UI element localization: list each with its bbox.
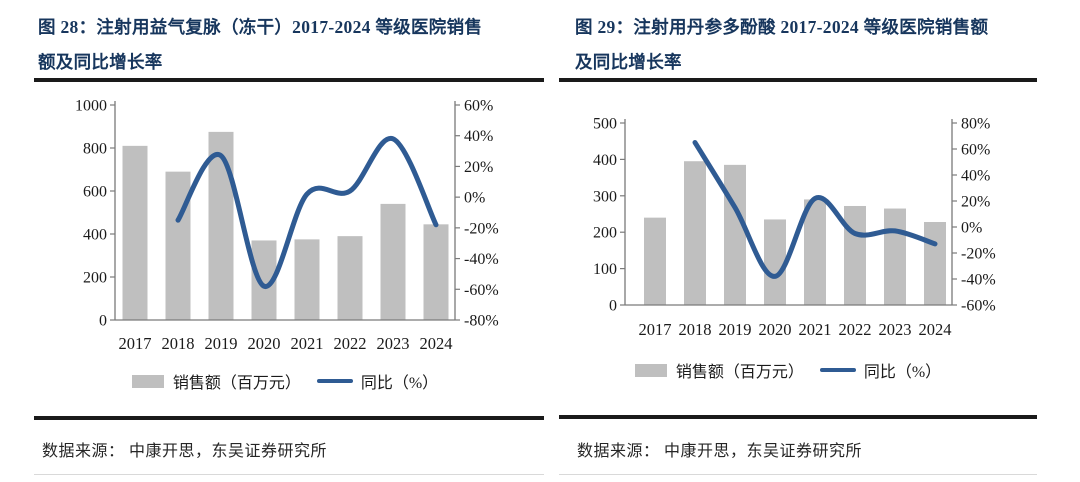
figure-28-title-line1: 图 28：注射用益气复脉（冻干）2017-2024 等级医院销售 [38,17,483,37]
yoy-growth-line [692,140,938,279]
x-axis-label: 2024 [420,334,453,353]
figure-29-title-line2: 及同比增长率 [575,52,682,72]
bar-2023 [380,203,406,320]
x-axis-label: 2021 [799,320,832,339]
figure-28-bottom-rule [34,416,544,420]
line-series-swatch-icon [316,378,353,384]
bar-series-swatch-icon [131,374,164,388]
right-axis-label: 20% [961,194,990,211]
left-axis-label: 600 [83,184,107,201]
left-axis-label: 0 [99,313,107,330]
x-axis-label: 2022 [334,334,367,353]
figure-29-chart-canvas: 0 100 200 300 400 500 80% 60% 40% 20% 0% -20% -40% -6… [593,116,996,340]
left-axis-label: 0 [609,298,617,315]
bar-2024 [423,224,449,320]
figure-29-legend-line-label: 同比（%） [863,364,942,381]
bar-2021 [294,239,320,320]
bar-2017 [644,217,666,305]
x-axis-label: 2018 [162,334,195,353]
right-axis-label: -20% [464,220,499,237]
right-axis-label: -20% [961,246,996,263]
line-series-swatch-icon [819,367,856,373]
x-axis-label: 2017 [119,334,152,353]
left-axis-label: 200 [593,225,617,242]
x-axis-label: 2018 [679,320,712,339]
figure-28-end-rule [34,474,544,475]
right-axis-label: 0% [464,190,485,207]
figure-28-title: 图 28：注射用益气复脉（冻干）2017-2024 等级医院销售 额及同比增长率 [38,10,528,80]
figure-28-legend-bar-label: 销售额（百万元） [172,375,301,392]
right-axis-label: 20% [464,159,493,176]
x-axis-label: 2020 [759,320,792,339]
right-axis-label: 0% [961,220,982,237]
left-axis-label: 100 [593,261,617,278]
bar-2017 [122,145,148,320]
right-axis-label: -80% [464,313,499,330]
bar-series-swatch-icon [634,363,667,377]
x-axis-label: 2020 [248,334,281,353]
bar-2022 [844,205,866,305]
right-axis-label: 80% [961,116,990,133]
x-axis-label: 2017 [639,320,672,339]
figure-29-legend: 销售额（百万元） 同比（%） [586,357,990,383]
x-axis-label: 2024 [919,320,952,339]
yoy-growth-line [175,136,439,289]
figure-28-chart-canvas: 0 200 400 600 800 1000 60% 40% 20% 0% -20% -40% -60%… [75,98,499,354]
right-axis-label: 40% [464,128,493,145]
bar-2022 [337,236,363,320]
figure-28-title-line2: 额及同比增长率 [38,52,163,72]
bar-2018 [165,171,191,320]
figure-29-end-rule [559,474,1037,475]
left-axis-label: 400 [83,227,107,244]
left-axis-label: 200 [83,270,107,287]
bar-2019 [208,131,234,320]
figure-28-top-rule [34,78,544,82]
left-axis-label: 500 [593,116,617,133]
right-axis-label: 40% [961,168,990,185]
left-axis-label: 400 [593,152,617,169]
right-axis-label: 60% [961,142,990,159]
right-axis-label: -40% [961,272,996,289]
x-axis-label: 2021 [291,334,324,353]
bar-2021 [804,199,826,305]
x-axis-label: 2023 [879,320,912,339]
x-axis-label: 2023 [377,334,410,353]
right-axis-label: -60% [961,298,996,315]
figure-29-top-rule [559,78,1037,82]
left-axis-label: 300 [593,188,617,205]
figure-28-source: 数据来源： 中康开思，东吴证券研究所 [42,443,328,460]
bar-2024 [924,222,946,305]
right-axis-label: 60% [464,98,493,115]
bar-2020 [764,219,786,305]
x-axis-label: 2022 [839,320,872,339]
bar-2023 [884,208,906,305]
figure-28-legend: 销售额（百万元） 同比（%） [75,368,495,394]
bar-2019 [724,164,746,305]
figure-29-title: 图 29：注射用丹参多酚酸 2017-2024 等级医院销售额 及同比增长率 [575,10,1055,80]
figure-29-bottom-rule [559,415,1037,419]
figure-28-legend-line-label: 同比（%） [360,375,439,392]
bar-2018 [684,161,706,305]
left-axis-label: 1000 [75,98,107,115]
figure-29-legend-bar-label: 销售额（百万元） [675,364,804,381]
left-axis-label: 800 [83,141,107,158]
x-axis-label: 2019 [719,320,752,339]
x-axis-label: 2019 [205,334,238,353]
right-axis-label: -40% [464,251,499,268]
right-axis-label: -60% [464,282,499,299]
figure-29-source: 数据来源： 中康开思，东吴证券研究所 [577,443,863,460]
figure-29-title-line1: 图 29：注射用丹参多酚酸 2017-2024 等级医院销售额 [575,17,989,37]
